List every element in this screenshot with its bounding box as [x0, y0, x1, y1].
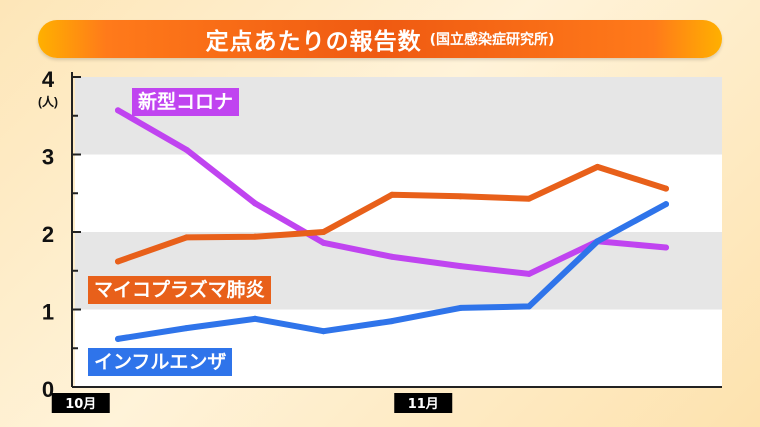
data-point [526, 195, 532, 202]
data-point [457, 263, 464, 270]
legend-label-2: マイコプラズマ肺炎 [88, 276, 271, 304]
data-point [457, 193, 464, 200]
data-point [526, 303, 532, 310]
data-point [663, 244, 669, 251]
y-tick-label: 2 [42, 222, 54, 247]
data-point [183, 146, 190, 153]
data-point [663, 185, 669, 192]
data-point [594, 163, 601, 170]
data-point [115, 335, 121, 342]
y-tick-label: 4 [42, 67, 55, 92]
chart-subtitle: (国立感染症研究所) [429, 32, 555, 48]
y-tick-label: 3 [42, 145, 54, 170]
data-point [663, 201, 669, 208]
title-text: 定点あたりの報告数 (国立感染症研究所) [38, 20, 722, 58]
y-tick-label: 0 [42, 377, 54, 402]
data-point [320, 239, 327, 246]
y-tick-label: 1 [42, 300, 54, 325]
x-tick-label: 10月 [65, 397, 96, 412]
title-banner: 定点あたりの報告数 (国立感染症研究所) [38, 20, 722, 58]
data-point [526, 270, 532, 277]
x-tick-label-bg [394, 393, 453, 413]
data-point [252, 200, 258, 207]
x-tick-label-bg [51, 393, 110, 413]
data-point [183, 234, 190, 241]
data-point [389, 253, 395, 260]
data-point [320, 328, 327, 335]
chart-title: 定点あたりの報告数 [205, 29, 422, 55]
legend-label-1: 新型コロナ [132, 88, 240, 116]
data-point [389, 318, 395, 325]
data-point [457, 304, 464, 311]
data-point [252, 233, 258, 240]
legend-label-3: インフルエンザ [88, 348, 233, 376]
data-point [115, 107, 121, 114]
data-point [320, 229, 327, 235]
data-point [389, 191, 395, 198]
data-point [594, 238, 601, 245]
x-tick-label: 11月 [408, 397, 439, 412]
data-point [183, 325, 190, 332]
data-point [252, 315, 258, 322]
data-point [115, 258, 121, 265]
y-axis-label: (人) [38, 94, 58, 109]
